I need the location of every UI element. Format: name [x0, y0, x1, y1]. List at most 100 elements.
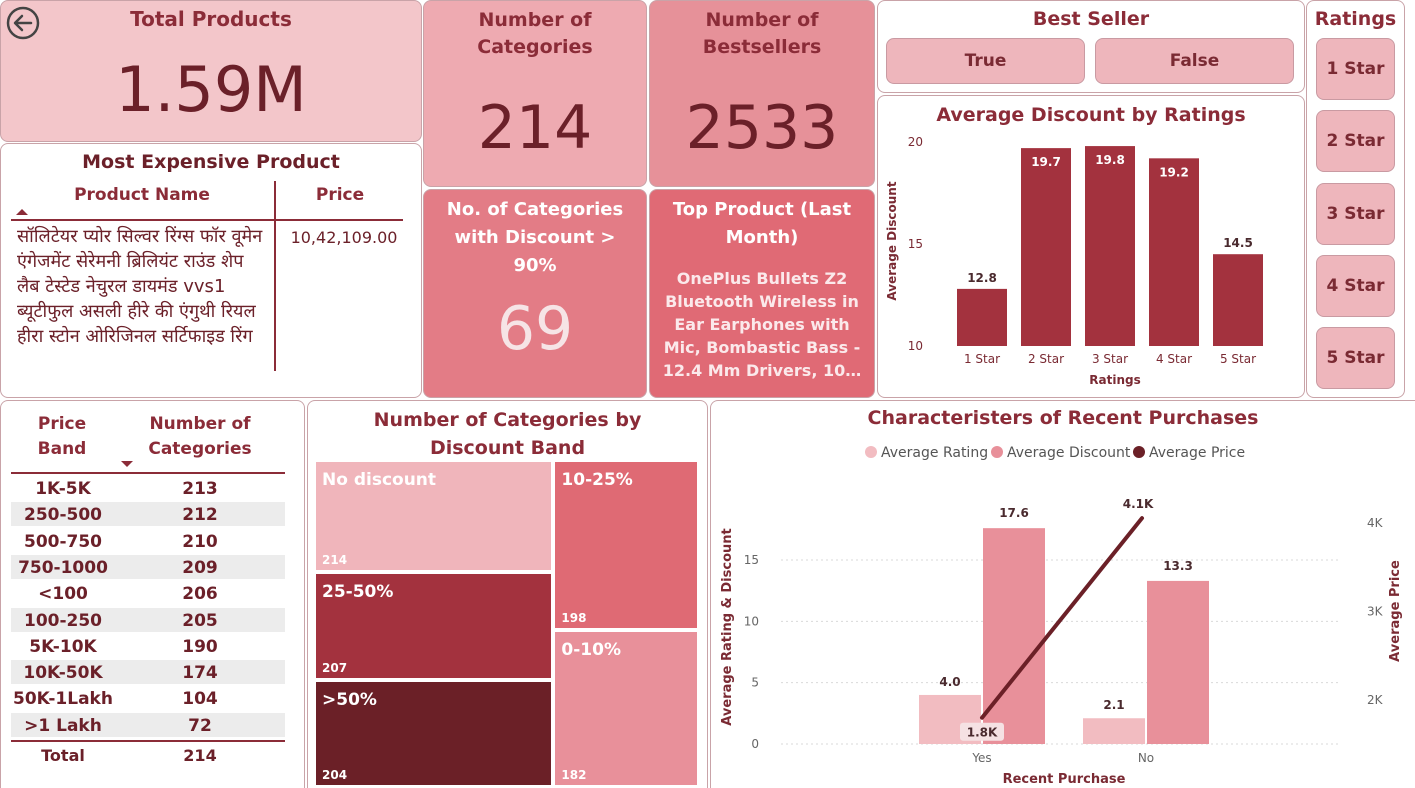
treemap-tile-value: 198 [561, 611, 587, 626]
col-header-number-of-categories[interactable]: Number of Categories [148, 414, 252, 459]
total-label: Total [41, 746, 85, 765]
category-count-cell: 209 [182, 557, 218, 578]
table-row[interactable]: 1K-5K 213 [11, 476, 285, 500]
total-value: 214 [183, 746, 217, 765]
discount-bar [983, 528, 1045, 744]
chart1-bar [1213, 254, 1263, 346]
chart3-xtick: No [1138, 751, 1154, 765]
category-count-cell: 210 [182, 531, 218, 552]
legend-marker [991, 446, 1003, 458]
treemap-tile[interactable]: No discount 214 [316, 462, 552, 570]
chart1-data-label: 14.5 [1223, 236, 1253, 250]
category-count-cell: 174 [182, 663, 218, 684]
table-row[interactable]: 750-1000 209 [11, 554, 285, 579]
table-row[interactable]: 5K-10K 190 [11, 634, 285, 658]
category-count-cell: 205 [182, 610, 218, 631]
table-row[interactable]: 50K-1Lakh 104 [11, 686, 285, 710]
chart3-ytick: 15 [744, 553, 759, 567]
chart1-xtick: 1 Star [964, 352, 1000, 366]
discount-bar-label: 17.6 [999, 506, 1029, 520]
chart3-ytick: 5 [751, 676, 759, 690]
ratings-title: Ratings [1314, 8, 1397, 30]
treemap-tile-value: 204 [322, 767, 348, 782]
price-point-label: 4.1K [1123, 497, 1154, 511]
price-label-bg [960, 722, 1004, 741]
avg-discount-chart: Average Discount Ratings 10 15 20 12.8 1 Sta… [885, 135, 1263, 387]
table-row[interactable]: 10K-50K 174 [11, 660, 285, 685]
total-products-card: Total Products 1.59M [0, 0, 422, 142]
num-categories-label: Number of Categories [477, 9, 593, 58]
rating-1-star-button[interactable]: 1 Star [1316, 38, 1395, 100]
most-expensive-card: Most Expensive Product Product Name Pric… [0, 143, 422, 398]
num-categories-card: Number of Categories 214 [423, 0, 647, 187]
recent-purchases-title: Characteristers of Recent Purchases [867, 407, 1259, 429]
legend-label: Average Price [1149, 445, 1245, 461]
price-band-cell: 500-750 [23, 531, 103, 552]
chart1-data-label: 19.8 [1095, 153, 1125, 167]
price-band-cell: 1K-5K [35, 479, 91, 499]
chart1-data-label: 19.7 [1031, 155, 1061, 169]
sort-up-icon [16, 209, 28, 215]
total-products-value: 1.59M [115, 53, 307, 126]
chart1-data-label: 19.2 [1159, 165, 1189, 179]
legend-marker [1133, 446, 1145, 458]
discount-band-treemap: No discount 214 25-50% 207 >50% 204 10-25% 198 0… [316, 462, 701, 788]
table-header-divider [11, 472, 285, 474]
chart1-ytick: 15 [908, 237, 923, 251]
chart1-bar [1021, 148, 1071, 346]
avg-discount-chart-card: Average Discount by Ratings Average Disc… [877, 95, 1305, 398]
recent-purchases-chart-card: Characteristers of Recent Purchases Aver… [710, 400, 1415, 788]
treemap-tile-value: 182 [561, 767, 587, 782]
col-header-price-band[interactable]: Price Band [37, 414, 87, 459]
rating-bar-label: 2.1 [1103, 698, 1124, 712]
cat-discount-90-card: No. of Categories with Discount > 90% 69 [423, 189, 647, 398]
chart1-bar [957, 288, 1007, 346]
discount-bar-label: 13.3 [1163, 559, 1193, 573]
price-band-cell: 750-1000 [18, 557, 108, 578]
expensive-product-name: सॉलिटेयर प्योर सिल्वर रिंग्स फॉर वूमेन ए… [17, 226, 263, 347]
rating-5-star-button[interactable]: 5 Star [1316, 327, 1395, 389]
col-header-price[interactable]: Price [315, 185, 365, 205]
col-header-product-name[interactable]: Product Name [74, 185, 210, 205]
price-band-cell: 10K-50K [23, 663, 103, 684]
num-bestsellers-card: Number of Bestsellers 2533 [649, 0, 875, 187]
treemap-tile-label: >50% [322, 690, 377, 711]
table-row[interactable]: 250-500 212 [11, 502, 285, 527]
category-count-cell: 213 [182, 479, 218, 499]
table-row[interactable]: 500-750 210 [11, 529, 285, 553]
discount-band-treemap-card: Number of Categories by Discount Band No… [307, 400, 708, 788]
rating-3-star-button[interactable]: 3 Star [1316, 183, 1395, 245]
most-expensive-title: Most Expensive Product [82, 151, 340, 173]
table-row[interactable]: 100-250 205 [11, 607, 285, 632]
chart3-y2tick: 2K [1367, 693, 1384, 707]
treemap-title: Number of Categories by Discount Band [373, 409, 642, 459]
treemap-tile[interactable]: >50% 204 [316, 682, 552, 785]
legend-label: Average Rating [881, 445, 988, 461]
rating-bar [1083, 718, 1145, 744]
table-row[interactable]: >1 Lakh 72 [11, 712, 285, 737]
best-seller-slicer: Best Seller True False [877, 0, 1305, 93]
price-band-cell: 50K-1Lakh [13, 689, 113, 710]
discount-bar [1147, 580, 1209, 744]
chart3-xtick: Yes [971, 751, 991, 765]
best-seller-true-button[interactable]: True [886, 38, 1085, 84]
chart3-y2tick: 3K [1367, 605, 1384, 619]
legend-label: Average Discount [1007, 445, 1131, 461]
chart1-xtick: 4 Star [1156, 352, 1192, 366]
rating-2-star-button[interactable]: 2 Star [1316, 110, 1395, 172]
treemap-tile[interactable]: 25-50% 207 [316, 573, 552, 679]
rating-4-star-button[interactable]: 4 Star [1316, 255, 1395, 317]
category-count-cell: 212 [182, 505, 218, 526]
price-band-table-card: Price Band Number of Categories 1K-5K 213… [0, 400, 305, 788]
best-seller-false-button[interactable]: False [1095, 38, 1294, 84]
avg-discount-chart-title: Average Discount by Ratings [936, 104, 1246, 126]
chart3-ytick: 10 [744, 614, 759, 628]
treemap-tile[interactable]: 0-10% 182 [555, 632, 697, 785]
chart1-bar [1085, 146, 1135, 346]
top-product-label: Top Product (Last Month) [672, 199, 852, 248]
price-band-cell: 100-250 [23, 610, 103, 631]
treemap-tile-label: 10-25% [561, 470, 633, 490]
treemap-tile[interactable]: 10-25% 198 [555, 462, 697, 629]
back-arrow-icon[interactable] [6, 6, 40, 40]
table-row[interactable]: <100 206 [11, 581, 285, 605]
